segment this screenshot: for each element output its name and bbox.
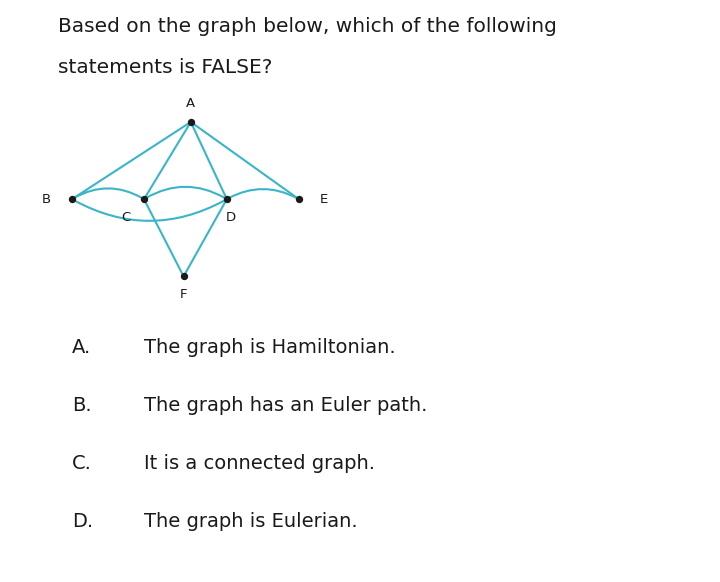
Text: A: A [186,97,195,111]
Text: The graph is Eulerian.: The graph is Eulerian. [144,512,358,531]
Text: B: B [42,193,51,205]
FancyArrowPatch shape [229,189,297,198]
Text: Based on the graph below, which of the following: Based on the graph below, which of the f… [58,17,557,37]
Point [221,194,233,204]
Text: It is a connected graph.: It is a connected graph. [144,454,375,473]
FancyArrowPatch shape [74,189,142,198]
Text: B.: B. [72,396,91,415]
Text: statements is FALSE?: statements is FALSE? [58,58,272,77]
FancyArrowPatch shape [146,187,225,198]
FancyArrowPatch shape [74,201,225,221]
Text: D: D [225,211,235,223]
Text: The graph is Hamiltonian.: The graph is Hamiltonian. [144,338,395,357]
Text: E: E [320,193,328,205]
Text: The graph has an Euler path.: The graph has an Euler path. [144,396,428,415]
Point [66,194,78,204]
Point [185,118,197,127]
Text: F: F [180,288,187,301]
Text: D.: D. [72,512,93,531]
Text: C: C [122,211,130,223]
Point [138,194,150,204]
Point [293,194,305,204]
Text: A.: A. [72,338,91,357]
Text: C.: C. [72,454,92,473]
Point [178,272,189,281]
